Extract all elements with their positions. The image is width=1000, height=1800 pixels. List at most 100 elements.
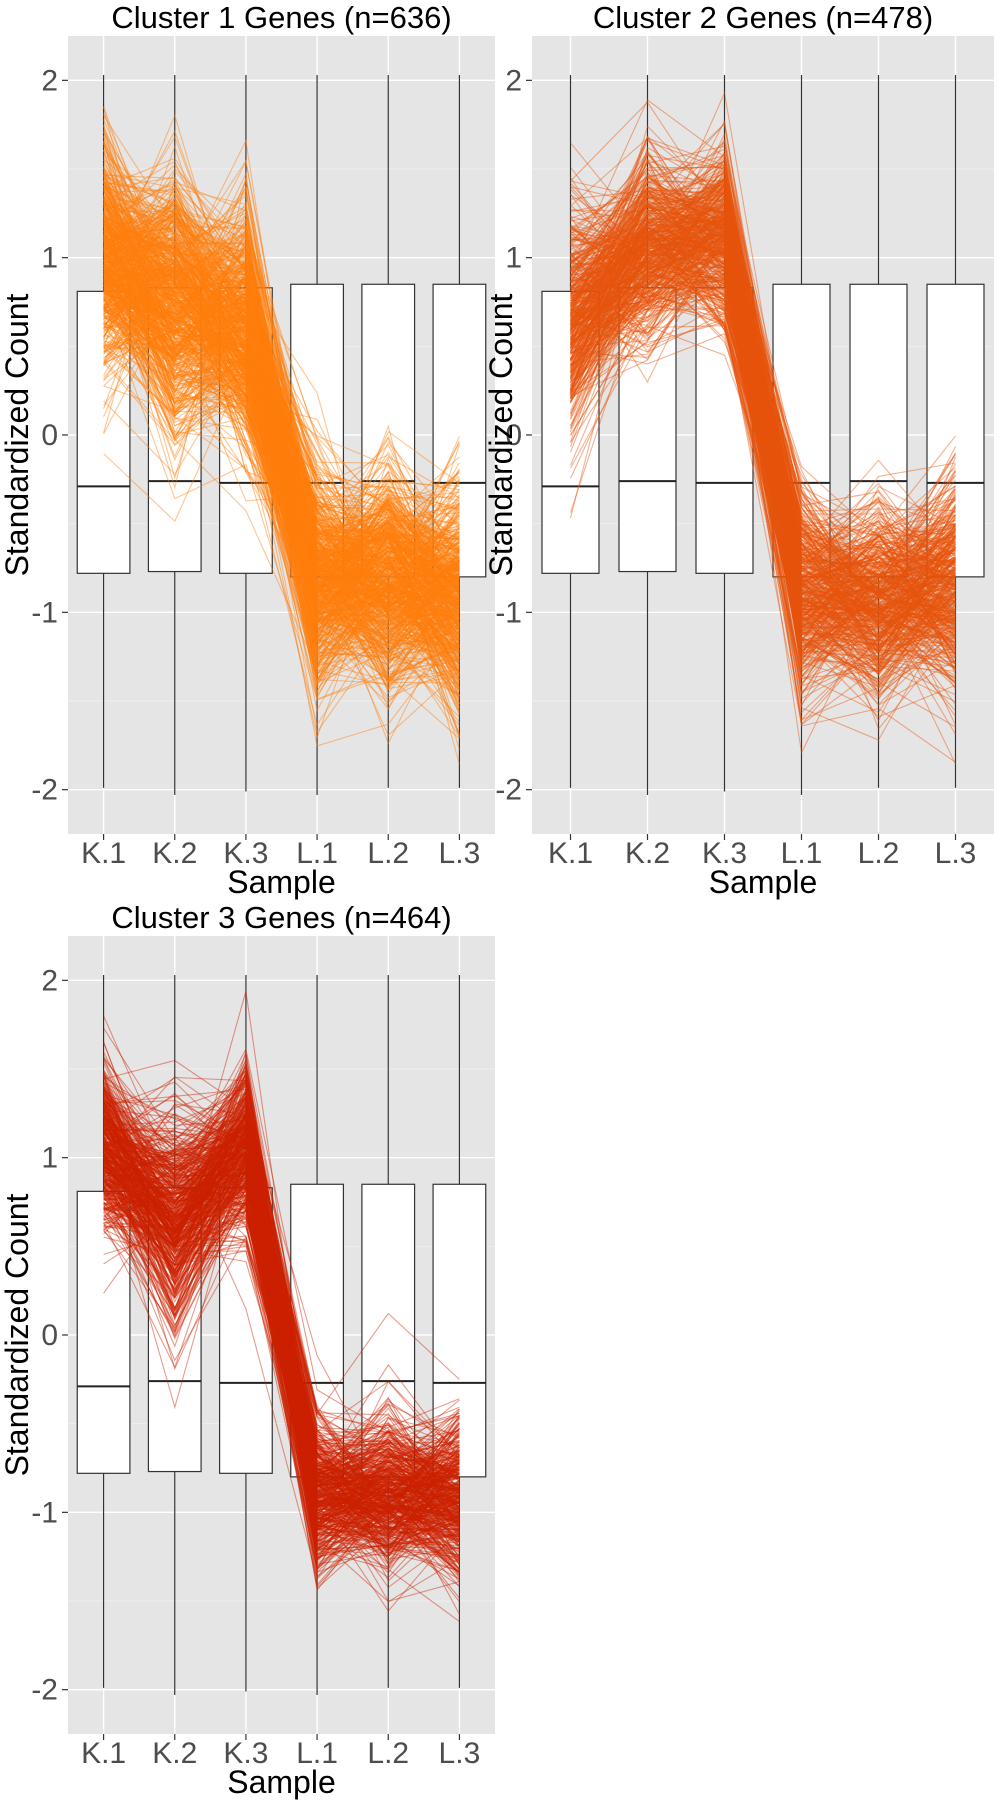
- gene-profile-line: [103, 185, 460, 651]
- gene-profile-line: [103, 264, 460, 652]
- gene-profile-line: [570, 248, 956, 687]
- gene-profile-line: [570, 260, 956, 643]
- gene-profile-line: [570, 217, 956, 686]
- gene-profile-line: [103, 258, 460, 627]
- gene-profile-line: [103, 1179, 460, 1547]
- gene-profile-line: [103, 1125, 460, 1524]
- gene-profile-line: [103, 1112, 460, 1558]
- gene-profile-line: [103, 1127, 460, 1500]
- gene-profile-line: [103, 1109, 460, 1561]
- gene-profile-line: [103, 1108, 460, 1535]
- gene-profile-line: [103, 255, 460, 642]
- gene-profile-line: [103, 266, 460, 599]
- gene-profile-line: [570, 205, 956, 624]
- gene-profile-line: [103, 1144, 460, 1519]
- gene-profile-line: [103, 240, 460, 624]
- gene-profile-line: [570, 239, 956, 649]
- gene-profile-line: [103, 1174, 460, 1529]
- gene-profile-line: [103, 178, 460, 552]
- gene-profile-line: [103, 1128, 460, 1527]
- box-iqr: [147, 1187, 202, 1473]
- gene-profile-line: [103, 180, 460, 644]
- gene-profile-line: [570, 160, 956, 607]
- gene-profile-line: [570, 193, 956, 657]
- gene-profile-line: [103, 181, 460, 595]
- gene-profile-line: [103, 167, 460, 592]
- gene-profile-line: [570, 194, 956, 647]
- gene-profile-line: [570, 216, 956, 573]
- gene-profile-line: [103, 1129, 460, 1528]
- gene-profile-line: [103, 1132, 460, 1525]
- gene-profile-line: [570, 191, 956, 660]
- gene-profile-line: [103, 171, 460, 680]
- gene-profile-line: [103, 1052, 460, 1527]
- gene-profile-line: [570, 228, 956, 586]
- gene-profile-line: [103, 274, 460, 544]
- gene-profile-line: [569, 225, 956, 712]
- gene-profile-line: [103, 1094, 460, 1486]
- gene-profile-line: [103, 1121, 460, 1532]
- gene-profile-line: [103, 304, 460, 620]
- gene-profile-line: [570, 228, 956, 601]
- gene-profile-line: [569, 191, 956, 664]
- gene-profile-line: [103, 272, 460, 624]
- gene-profile-line: [570, 184, 956, 599]
- gene-profile-line: [103, 1183, 460, 1570]
- gene-profile-line: [103, 1110, 460, 1578]
- gene-profile-line: [103, 1081, 460, 1530]
- gene-profile-line: [103, 278, 460, 697]
- gene-profile-line: [570, 251, 956, 636]
- gene-profile-line: [570, 208, 956, 596]
- gene-profile-line: [103, 1142, 460, 1501]
- gene-profile-line: [570, 248, 956, 654]
- gene-profile-line: [103, 296, 460, 705]
- gene-profile-line: [103, 205, 460, 630]
- gene-profile-line: [103, 208, 460, 608]
- gene-profile-line: [103, 182, 460, 712]
- y-axis-title: Standardized Count: [0, 1193, 35, 1476]
- gene-profile-line: [570, 247, 956, 639]
- gene-profile-line: [103, 173, 460, 649]
- gene-profile-line: [103, 272, 460, 689]
- gene-profile-line: [570, 214, 956, 662]
- gene-profile-line: [103, 1122, 460, 1547]
- gene-profile-line: [103, 1192, 460, 1550]
- gene-profile-line: [570, 171, 956, 629]
- gene-profile-line: [570, 197, 956, 637]
- gene-profile-line: [103, 252, 460, 628]
- boxplot-L.2: [849, 75, 908, 788]
- gene-profile-line: [103, 1125, 460, 1488]
- gene-profile-line: [570, 101, 956, 537]
- gene-profile-line: [103, 1171, 460, 1558]
- gene-profile-line: [570, 155, 956, 610]
- gene-profile-line: [103, 1015, 460, 1459]
- gene-profile-line: [103, 217, 460, 591]
- gene-profile-line: [570, 235, 956, 695]
- gene-profile-line: [103, 266, 460, 619]
- gene-profile-line: [103, 275, 460, 734]
- gene-profile-line: [103, 1139, 460, 1520]
- gene-profile-line: [103, 229, 460, 623]
- gene-profile-line: [103, 1158, 460, 1549]
- gene-profile-line: [103, 242, 460, 594]
- gene-profile-line: [103, 1177, 460, 1517]
- gene-profile-line: [570, 164, 956, 610]
- gene-profile-line: [103, 1161, 460, 1622]
- gene-profile-line: [570, 178, 956, 591]
- gene-profile-line: [570, 189, 956, 586]
- gene-profile-line: [103, 154, 460, 656]
- gene-profile-line: [570, 151, 956, 665]
- gene-profile-line: [570, 229, 956, 529]
- gene-profile-line: [103, 203, 460, 600]
- gene-profile-line: [103, 1140, 460, 1568]
- boxplot-L.2: [361, 975, 416, 1688]
- gene-profile-line: [570, 196, 956, 618]
- gene-profile-line: [570, 236, 956, 626]
- gene-profile-line: [570, 181, 956, 661]
- gene-profile-line: [103, 317, 460, 659]
- gene-profile-line: [103, 1111, 460, 1520]
- gene-profile-line: [103, 1027, 460, 1481]
- gene-profile-line: [570, 197, 956, 557]
- gene-profile-line: [103, 1094, 460, 1557]
- gene-profile-line: [103, 1207, 460, 1527]
